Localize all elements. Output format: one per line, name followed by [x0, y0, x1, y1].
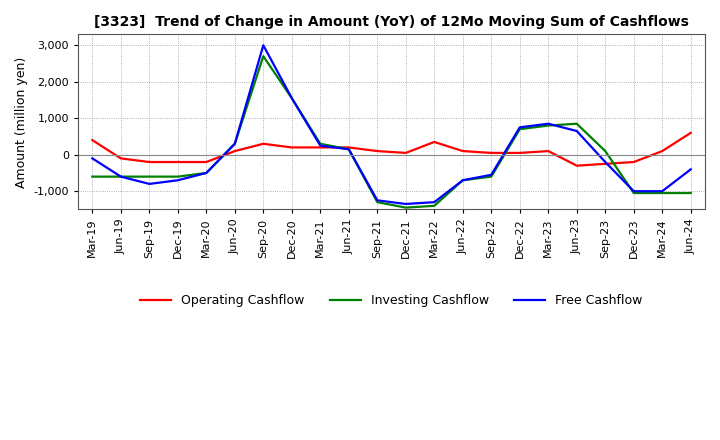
Operating Cashflow [402, 150, 410, 156]
Investing Cashflow [402, 205, 410, 210]
Operating Cashflow [430, 139, 438, 145]
Operating Cashflow [629, 159, 638, 165]
Free Cashflow [686, 167, 695, 172]
Operating Cashflow [287, 145, 296, 150]
Operating Cashflow [117, 156, 125, 161]
Free Cashflow [287, 95, 296, 101]
Free Cashflow [373, 198, 382, 203]
Investing Cashflow [544, 123, 552, 128]
Operating Cashflow [572, 163, 581, 169]
Operating Cashflow [88, 137, 96, 143]
Operating Cashflow [230, 148, 239, 154]
Investing Cashflow [430, 203, 438, 209]
Operating Cashflow [459, 148, 467, 154]
Free Cashflow [572, 128, 581, 134]
Free Cashflow [516, 125, 524, 130]
Free Cashflow [658, 189, 667, 194]
Operating Cashflow [487, 150, 495, 156]
Legend: Operating Cashflow, Investing Cashflow, Free Cashflow: Operating Cashflow, Investing Cashflow, … [135, 289, 648, 312]
Investing Cashflow [88, 174, 96, 179]
Investing Cashflow [459, 178, 467, 183]
Operating Cashflow [174, 159, 182, 165]
Free Cashflow [402, 202, 410, 207]
Free Cashflow [430, 199, 438, 205]
Investing Cashflow [316, 141, 325, 147]
Operating Cashflow [344, 145, 353, 150]
Free Cashflow [202, 170, 211, 176]
Free Cashflow [544, 121, 552, 126]
Investing Cashflow [487, 174, 495, 179]
Investing Cashflow [145, 174, 153, 179]
Free Cashflow [601, 159, 610, 165]
Investing Cashflow [202, 170, 211, 176]
Title: [3323]  Trend of Change in Amount (YoY) of 12Mo Moving Sum of Cashflows: [3323] Trend of Change in Amount (YoY) o… [94, 15, 689, 29]
Free Cashflow [344, 147, 353, 152]
Operating Cashflow [145, 159, 153, 165]
Investing Cashflow [629, 191, 638, 196]
Free Cashflow [259, 43, 268, 48]
Investing Cashflow [259, 54, 268, 59]
Investing Cashflow [287, 95, 296, 101]
Investing Cashflow [344, 147, 353, 152]
Investing Cashflow [686, 191, 695, 196]
Operating Cashflow [259, 141, 268, 147]
Investing Cashflow [174, 174, 182, 179]
Investing Cashflow [516, 127, 524, 132]
Operating Cashflow [373, 148, 382, 154]
Investing Cashflow [373, 199, 382, 205]
Operating Cashflow [516, 150, 524, 156]
Investing Cashflow [230, 141, 239, 147]
Free Cashflow [88, 156, 96, 161]
Operating Cashflow [202, 159, 211, 165]
Operating Cashflow [316, 145, 325, 150]
Operating Cashflow [658, 148, 667, 154]
Free Cashflow [145, 181, 153, 187]
Operating Cashflow [544, 148, 552, 154]
Free Cashflow [117, 174, 125, 179]
Free Cashflow [487, 172, 495, 177]
Line: Investing Cashflow: Investing Cashflow [92, 56, 690, 208]
Free Cashflow [629, 189, 638, 194]
Investing Cashflow [601, 148, 610, 154]
Investing Cashflow [658, 191, 667, 196]
Free Cashflow [316, 143, 325, 148]
Line: Operating Cashflow: Operating Cashflow [92, 133, 690, 166]
Line: Free Cashflow: Free Cashflow [92, 45, 690, 204]
Investing Cashflow [572, 121, 581, 126]
Free Cashflow [174, 178, 182, 183]
Investing Cashflow [117, 174, 125, 179]
Y-axis label: Amount (million yen): Amount (million yen) [15, 56, 28, 187]
Operating Cashflow [601, 161, 610, 166]
Free Cashflow [230, 141, 239, 147]
Free Cashflow [459, 178, 467, 183]
Operating Cashflow [686, 130, 695, 136]
